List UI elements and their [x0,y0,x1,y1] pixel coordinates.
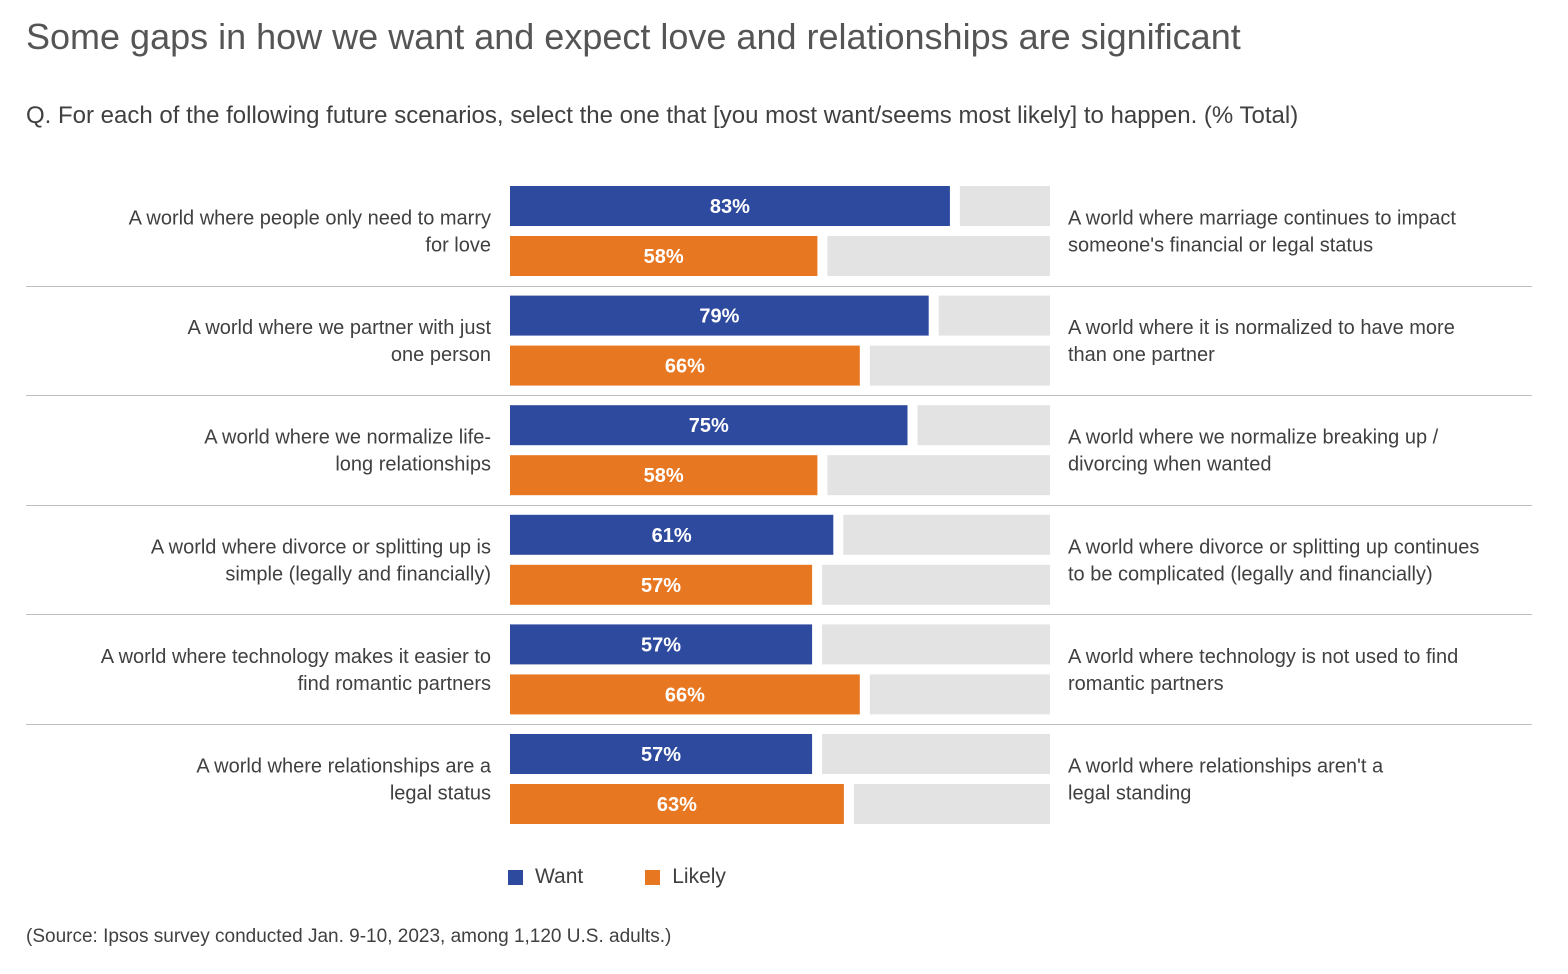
category-label-right: A world where relationships aren't a lega… [1068,756,1384,805]
category-label-line: romantic partners [1068,673,1224,695]
bar-want [510,405,908,446]
bar-likely [510,784,844,824]
category-label-line: A world where marriage continues to impa… [1068,208,1456,230]
chart-subtitle: Q. For each of the following future scen… [26,102,1299,129]
data-label-likely: 58% [644,246,684,268]
category-label-line: one person [391,344,491,366]
bar-want [510,186,950,226]
category-label-line: A world where we partner with just [188,317,492,339]
bar-remainder-likely [822,564,1050,605]
bar-remainder-want [822,624,1050,665]
category-label-left: A world where we normalize life-long rel… [204,427,491,476]
row-5: 57% 66% A world where technology makes it … [26,624,1532,725]
row-1: 83% 58% A world where people only need to … [26,186,1532,287]
category-label-line: A world where divorce or splitting up co… [1068,536,1479,558]
category-label-line: A world where divorce or splitting up is [151,536,491,558]
legend-swatch-want [508,869,523,885]
bar-remainder-likely [853,784,1050,824]
category-label-right: A world where we normalize breaking up /… [1068,427,1439,476]
category-label-line: A world where we normalize breaking up / [1068,427,1439,449]
legend-label-want: Want [535,865,584,888]
category-label-line: to be complicated (legally and financial… [1068,563,1433,585]
category-label-right: A world where technology is not used to … [1068,646,1458,695]
bar-likely [510,455,818,496]
category-label-line: divorcing when wanted [1068,454,1271,476]
data-label-likely: 58% [644,465,684,487]
bar-want [510,734,813,774]
row-3: 75% 58% A world where we normalize life-lo… [26,405,1532,506]
category-label-line: A world where relationships are a [196,756,491,778]
data-label-want: 61% [652,525,692,547]
category-label-left: A world where we partner with just one pe… [188,317,492,366]
bar-likely [510,345,860,386]
source-note: (Source: Ipsos survey conducted Jan. 9-1… [26,926,672,947]
category-label-line: legal status [390,783,491,805]
legend: Want Likely [508,865,788,889]
bar-likely [510,674,860,715]
data-label-likely: 63% [657,794,697,816]
data-label-want: 57% [641,634,681,656]
category-label-line: A world where technology makes it easier… [101,646,491,668]
bar-remainder-likely [869,345,1050,386]
category-label-line: someone's financial or legal status [1068,235,1373,257]
category-label-line: A world where technology is not used to … [1068,646,1458,668]
legend-item-likely: Likely [645,865,726,889]
row-2: 79% 66% A world where we partner with just… [26,295,1532,396]
bar-remainder-want [938,295,1050,336]
data-label-likely: 66% [665,684,705,706]
category-label-line: than one partner [1068,344,1215,366]
category-label-right: A world where marriage continues to impa… [1068,208,1456,257]
legend-item-want: Want [508,865,583,889]
bar-want [510,295,929,336]
category-label-left: A world where technology makes it easier… [101,646,491,695]
bar-want [510,514,834,555]
category-label-left: A world where divorce or splitting up is… [151,536,491,585]
row-6: 57% 63% A world where relationships are a l… [196,734,1384,824]
legend-label-likely: Likely [672,865,726,888]
bar-likely [510,564,813,605]
bar-remainder-want [917,405,1050,446]
category-label-line: long relationships [335,454,491,476]
row-4: 61% 57% A world where divorce or splitting… [26,514,1532,615]
category-label-line: find romantic partners [298,673,491,695]
bar-remainder-want [822,734,1050,774]
bar-remainder-likely [869,674,1050,715]
data-label-want: 57% [641,744,681,766]
category-label-left: A world where people only need to marry f… [129,208,491,257]
data-label-want: 79% [699,306,739,328]
data-label-likely: 57% [641,575,681,597]
bar-want [510,624,813,665]
bar-likely [510,236,818,276]
data-label-likely: 66% [665,356,705,378]
bar-remainder-want [959,186,1050,226]
category-label-line: A world where people only need to marry [129,208,491,230]
chart-title: Some gaps in how we want and expect love… [26,16,1241,57]
category-label-line: for love [425,235,491,257]
data-label-want: 83% [710,196,750,218]
bar-remainder-likely [827,236,1050,276]
category-label-line: A world where it is normalized to have m… [1068,317,1455,339]
category-label-left: A world where relationships are a legal s… [196,756,491,805]
bar-remainder-want [843,514,1050,555]
category-label-line: legal standing [1068,783,1191,805]
category-label-line: A world where we normalize life- [204,427,491,449]
category-label-line: A world where relationships aren't a [1068,756,1384,778]
category-label-right: A world where it is normalized to have m… [1068,317,1455,366]
category-label-right: A world where divorce or splitting up co… [1068,536,1479,585]
category-label-line: simple (legally and financially) [225,563,491,585]
data-label-want: 75% [689,415,729,437]
bar-remainder-likely [827,455,1050,496]
legend-swatch-likely [645,869,661,885]
